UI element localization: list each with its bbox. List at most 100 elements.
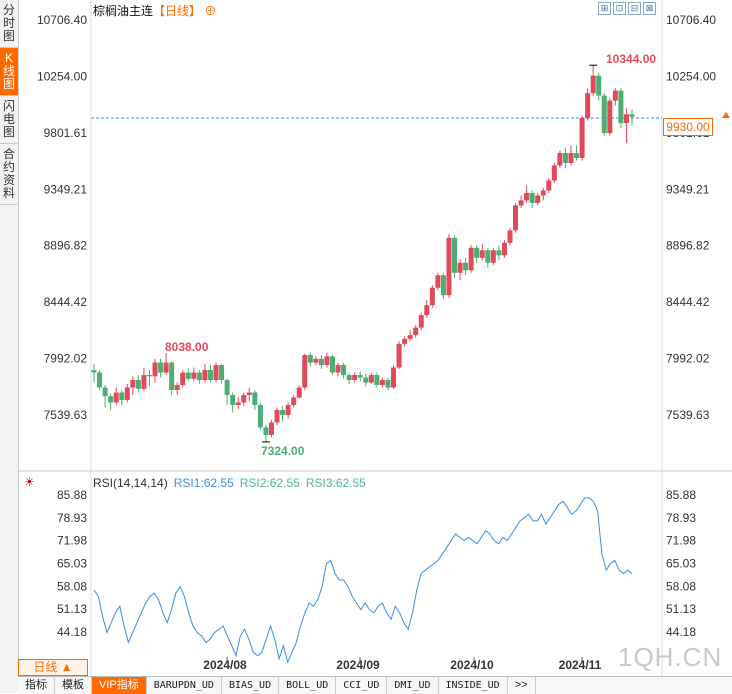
tab-contract-info[interactable]: 合约资料	[0, 144, 18, 205]
indicator-inside[interactable]: INSIDE_UD	[439, 677, 508, 694]
price-tick-left: 8896.82	[44, 239, 88, 253]
candle-body	[424, 305, 430, 316]
candle-body	[468, 247, 474, 271]
tab-flash[interactable]: 闪电图	[0, 96, 18, 144]
candle-body	[230, 394, 236, 405]
price-tick-right: 9349.21	[666, 182, 710, 196]
rsi-tick-right: 78.93	[666, 511, 696, 525]
candle-body	[524, 192, 530, 201]
indicator-barupdn[interactable]: BARUPDN_UD	[147, 677, 222, 694]
settings-sun-icon[interactable]: ☀	[24, 475, 35, 489]
zoom-in-tool-icon[interactable]: ⊡	[613, 2, 626, 15]
period-select-button[interactable]: 日线 ▲	[18, 659, 88, 676]
indicator-dmi[interactable]: DMI_UD	[387, 677, 439, 694]
candle-body	[174, 385, 180, 391]
candle-body	[379, 380, 385, 386]
indicator-cci[interactable]: CCI_UD	[336, 677, 388, 694]
candle-body	[324, 356, 330, 366]
price-tick-left: 9349.21	[44, 182, 88, 196]
candle-body	[91, 370, 97, 373]
rsi-name[interactable]: RSI(14,14,14)	[93, 476, 168, 490]
fullscreen-tool-icon[interactable]: ⊠	[643, 2, 656, 15]
candle-body	[607, 100, 613, 134]
more-indicators-button[interactable]: >>	[508, 677, 536, 694]
candle-body	[446, 237, 452, 296]
candle-body	[124, 387, 130, 400]
candle-body	[435, 275, 441, 288]
candle-body	[507, 230, 513, 243]
indicator-boll[interactable]: BOLL_UD	[279, 677, 337, 694]
candle-body	[191, 372, 197, 379]
price-tick-right: 7539.63	[666, 408, 710, 422]
candle-body	[257, 404, 263, 428]
candle-body	[557, 153, 563, 166]
chart-toolbar: ⊞ ⊡ ⊟ ⊠	[598, 2, 656, 15]
candle-body	[623, 114, 629, 124]
current-price-tag: 9930.00	[663, 118, 713, 136]
x-axis-label: 2024/10	[450, 658, 494, 672]
rsi2-value: RSI2:62.55	[239, 476, 300, 490]
candle-body	[529, 192, 535, 203]
candle-body	[341, 365, 347, 376]
tab-kline[interactable]: K线图	[0, 48, 18, 96]
rsi-tick-left: 58.08	[57, 579, 87, 593]
candle-body	[268, 422, 274, 435]
candle-body	[119, 392, 125, 400]
period-label[interactable]: 【日线】	[153, 4, 202, 18]
candle-body	[180, 372, 186, 386]
rsi-tick-left: 78.93	[57, 511, 87, 525]
candle-body	[219, 365, 225, 381]
crosshair-tool-icon[interactable]: ⊞	[598, 2, 611, 15]
candle-body	[518, 200, 524, 206]
candle-body	[307, 355, 313, 363]
indicator-bias[interactable]: BIAS_UD	[222, 677, 280, 694]
candle-body	[329, 356, 335, 373]
watermark: 1QH.CN	[618, 642, 723, 672]
candle-body	[252, 392, 258, 405]
candle-body	[102, 387, 108, 397]
rsi-tick-left: 44.18	[57, 625, 87, 639]
vip-indicator-tab[interactable]: VIP指标	[92, 677, 147, 694]
candle-body	[429, 287, 435, 306]
add-indicator-icon[interactable]: ⊕	[204, 4, 217, 18]
candle-body	[263, 427, 269, 435]
price-tick-left: 8444.42	[44, 295, 88, 309]
zoom-out-tool-icon[interactable]: ⊟	[628, 2, 641, 15]
candle-body	[535, 195, 541, 203]
candle-body	[374, 375, 380, 386]
candle-body	[562, 153, 568, 163]
high-annotation: 10344.00	[606, 52, 656, 66]
candle-body	[479, 250, 485, 258]
candle-body	[141, 375, 147, 389]
candle-body	[335, 365, 341, 373]
candle-body	[551, 165, 557, 181]
price-tick-right: 7992.02	[666, 352, 710, 366]
indicator-bar: 指标 模板 VIP指标 BARUPDN_UD BIAS_UD BOLL_UD C…	[18, 676, 732, 694]
tab-timeshare[interactable]: 分时图	[0, 0, 18, 48]
candle-body	[207, 370, 213, 381]
candle-body	[108, 396, 114, 403]
candle-body	[568, 153, 574, 163]
candle-body	[224, 380, 230, 395]
candle-body	[185, 372, 191, 379]
candle-body	[235, 402, 241, 405]
candle-body	[97, 372, 103, 388]
candle-body	[357, 375, 363, 378]
candle-body	[274, 409, 280, 423]
candle-body	[280, 409, 286, 415]
candle-body	[135, 380, 141, 389]
candle-body	[540, 190, 546, 196]
candle-body	[579, 118, 585, 159]
candle-body	[457, 262, 463, 273]
symbol-name: 棕榈油主连	[93, 4, 154, 18]
x-axis-label: 2024/11	[559, 658, 602, 672]
indicator-tab[interactable]: 指标	[18, 677, 55, 694]
candle-body	[407, 335, 413, 339]
candle-body	[402, 338, 408, 344]
candle-body	[546, 180, 552, 191]
candle-body	[574, 153, 580, 159]
template-tab[interactable]: 模板	[55, 677, 92, 694]
rsi-line	[93, 497, 633, 664]
candle-body	[113, 392, 119, 403]
